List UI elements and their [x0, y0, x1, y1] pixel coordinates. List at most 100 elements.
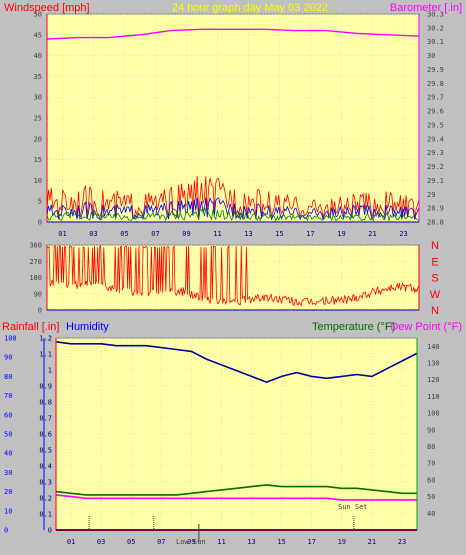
windspeed-tick-label: 30: [34, 94, 42, 102]
windspeed-axis-title: Windspeed [mph]: [4, 2, 90, 14]
windspeed-tick-label: 50: [34, 11, 42, 19]
compass-tick-label: E: [431, 256, 438, 268]
rainfall-tick-label: 0.1: [39, 511, 52, 519]
temperature-tick-label: 140: [427, 343, 440, 351]
humidity-tick-label: 50: [4, 431, 12, 439]
humidity-series: [55, 341, 418, 384]
temperature-tick-label: 100: [427, 410, 440, 418]
barometer-tick-label: 29.2: [427, 163, 444, 171]
barometer-tick-label: 30.1: [427, 38, 444, 46]
rainfall-tick-label: 0.5: [39, 447, 52, 455]
hour-tick-label: 17: [306, 230, 314, 238]
temperature-axis-title: Temperature (°F): [312, 321, 395, 333]
dewpoint-axis-title: Dew Point (°F): [390, 321, 462, 333]
rainfall-tick-label: 0.7: [39, 415, 52, 423]
barometer-tick-label: 29.6: [427, 108, 444, 116]
barometer-tick-label: 30: [427, 52, 435, 60]
barometer-tick-label: 29.5: [427, 121, 444, 129]
humidity-tick-label: 40: [4, 450, 12, 458]
rainfall-tick-label: 1.2: [39, 335, 52, 343]
barometer-tick-label: 30.2: [427, 24, 444, 32]
barometer-tick-label: 29.4: [427, 135, 444, 143]
rainfall-tick-label: 0.8: [39, 399, 52, 407]
hour-tick-label: 09: [182, 230, 190, 238]
windspeed-tick-label: 20: [34, 135, 42, 143]
barometer-tick-label: 30.3: [427, 11, 444, 19]
windspeed-tick-label: 25: [34, 115, 42, 123]
temperature-tick-label: 110: [427, 393, 440, 401]
axes-layer: [43, 14, 420, 531]
humidity-tick-label: 60: [4, 411, 12, 419]
hour-tick-label: 19: [337, 230, 345, 238]
hour-tick-label: 03: [89, 230, 97, 238]
hour-tick-label: 11: [213, 230, 221, 238]
direction-tick-label: 180: [29, 274, 42, 282]
hour-tick-label: 03: [97, 538, 105, 546]
temperature-tick-label: 90: [427, 426, 435, 434]
barometer-series: [46, 28, 420, 40]
humidity-tick-label: 20: [4, 488, 12, 496]
hour-tick-label: 07: [157, 538, 165, 546]
barometer-tick-label: 29.7: [427, 94, 444, 102]
barometer-tick-label: 29.8: [427, 80, 444, 88]
hour-tick-label: 15: [277, 538, 285, 546]
rainfall-tick-label: 0: [48, 527, 52, 535]
rainfall-axis-title: Rainfall [.in]: [2, 321, 59, 333]
temperature-tick-label: 60: [427, 476, 435, 484]
sun-set-annotation: Sun Set: [338, 503, 368, 511]
temperature-tick-label: 120: [427, 376, 440, 384]
windspeed-tick-label: 10: [34, 177, 42, 185]
hour-tick-label: 01: [58, 230, 66, 238]
windspeed-tick-label: 5: [38, 198, 42, 206]
humidity-tick-label: 80: [4, 373, 12, 381]
hour-tick-label: 07: [151, 230, 159, 238]
hour-tick-label: 21: [368, 230, 376, 238]
compass-tick-label: N: [431, 305, 439, 317]
windspeed-tick-label: 0: [38, 219, 42, 227]
temperature-tick-label: 50: [427, 493, 435, 501]
rainfall-tick-label: 1.1: [39, 351, 52, 359]
humidity-tick-label: 0: [4, 527, 8, 535]
compass-tick-label: N: [431, 240, 439, 252]
direction-tick-label: 90: [34, 290, 42, 298]
direction-tick-label: 270: [29, 258, 42, 266]
humidity-tick-label: 90: [4, 354, 12, 362]
windspeed-tick-label: 15: [34, 156, 42, 164]
windspeed-tick-label: 45: [34, 31, 42, 39]
humidity-tick-label: 30: [4, 469, 12, 477]
windspeed-tick-label: 35: [34, 73, 42, 81]
chart-title: 24 hour graph day May 03 2022: [172, 2, 328, 14]
wind-direction-series: [46, 244, 420, 307]
hour-tick-label: 11: [217, 538, 225, 546]
rainfall-tick-label: 0.6: [39, 431, 52, 439]
direction-tick-label: 360: [29, 242, 42, 250]
barometer-tick-label: 29.9: [427, 66, 444, 74]
rainfall-tick-label: 0.9: [39, 383, 52, 391]
tick-labels: 0510152025303540455028.828.92929.129.229…: [4, 11, 444, 547]
direction-tick-label: 0: [38, 307, 42, 315]
humidity-tick-label: 70: [4, 392, 12, 400]
temperature-tick-label: 40: [427, 510, 435, 518]
hour-tick-label: 05: [127, 538, 135, 546]
hour-tick-label: 09: [187, 538, 195, 546]
hour-tick-label: 21: [368, 538, 376, 546]
humidity-tick-label: 10: [4, 507, 12, 515]
humidity-tick-label: 100: [4, 335, 17, 343]
hour-tick-label: 13: [244, 230, 252, 238]
barometer-tick-label: 29.1: [427, 177, 444, 185]
rainfall-tick-label: 0.2: [39, 495, 52, 503]
temperature-series: [55, 484, 417, 496]
temperature-tick-label: 130: [427, 360, 440, 368]
barometer-tick-label: 28.8: [427, 219, 444, 227]
humidity-axis-title: Humidity: [66, 321, 109, 333]
hour-tick-label: 15: [275, 230, 283, 238]
hour-tick-label: 05: [120, 230, 128, 238]
rainfall-tick-label: 0.4: [39, 463, 52, 471]
temperature-tick-label: 80: [427, 443, 435, 451]
hour-tick-label: 23: [399, 230, 407, 238]
temperature-tick-label: 70: [427, 460, 435, 468]
compass-tick-label: S: [431, 273, 438, 285]
hour-tick-label: 17: [307, 538, 315, 546]
low-sun-annotation: Low Sun: [176, 538, 206, 546]
